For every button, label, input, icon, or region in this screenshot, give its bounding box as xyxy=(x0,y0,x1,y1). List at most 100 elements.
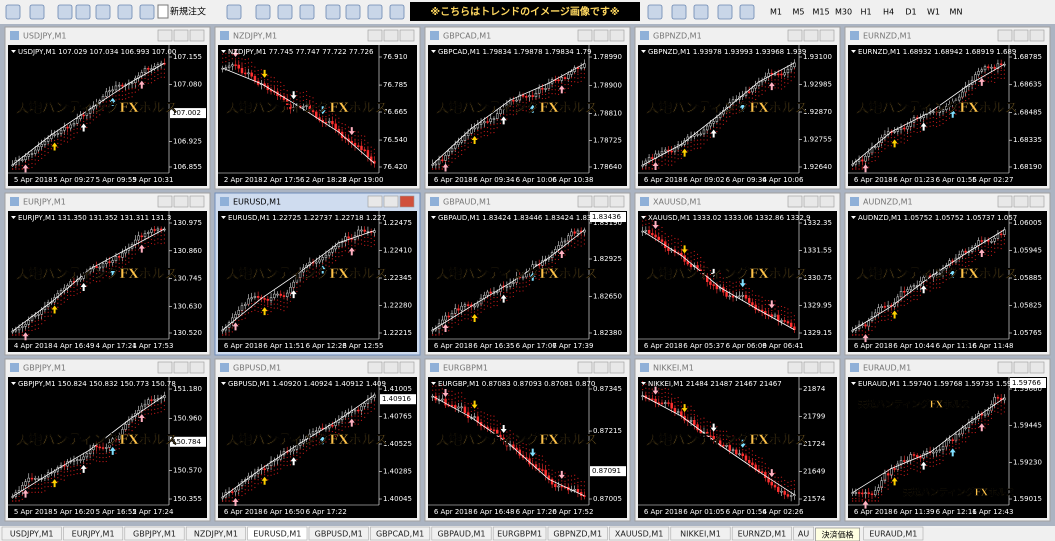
window-button[interactable] xyxy=(1013,29,1029,42)
tab[interactable] xyxy=(63,526,124,541)
toolbar-icon[interactable] xyxy=(299,4,315,20)
tab-label[interactable]: GBPCAD,M1 xyxy=(376,530,424,539)
close-button[interactable] xyxy=(1029,195,1045,208)
window-button[interactable] xyxy=(367,361,383,374)
window-button[interactable] xyxy=(383,29,399,42)
window-button[interactable] xyxy=(997,361,1013,374)
tab-label[interactable]: NZDJPY,M1 xyxy=(194,530,238,539)
window-button[interactable] xyxy=(803,29,819,42)
toolbar-icon[interactable] xyxy=(57,4,73,20)
window-button[interactable] xyxy=(577,29,593,42)
tab[interactable] xyxy=(185,526,246,541)
window-button[interactable] xyxy=(157,29,173,42)
toolbar-icon[interactable] xyxy=(325,4,341,20)
window-button[interactable] xyxy=(593,361,609,374)
tab-label[interactable]: NIKKEI,M1 xyxy=(680,530,721,539)
timeframe-button[interactable]: H4 xyxy=(883,8,894,17)
window-button[interactable] xyxy=(367,29,383,42)
window-button[interactable] xyxy=(157,195,173,208)
tab-label[interactable]: GBPNZD,M1 xyxy=(553,530,602,539)
window-button[interactable] xyxy=(803,195,819,208)
tab[interactable] xyxy=(124,526,185,541)
tab-label[interactable]: EURJPY,M1 xyxy=(72,530,115,539)
tab-label[interactable]: GBPUSD,M1 xyxy=(315,530,363,539)
window-button[interactable] xyxy=(1013,361,1029,374)
close-button[interactable] xyxy=(399,195,415,208)
toolbar-icon[interactable] xyxy=(647,4,663,20)
window-button[interactable] xyxy=(157,361,173,374)
tab-label[interactable]: GBPAUD,M1 xyxy=(437,530,485,539)
window-button[interactable] xyxy=(593,29,609,42)
tab-label[interactable]: EURNZD,M1 xyxy=(738,530,787,539)
tab-label[interactable]: USDJPY,M1 xyxy=(10,530,54,539)
toolbar-icon[interactable] xyxy=(29,4,45,20)
close-button[interactable] xyxy=(819,361,835,374)
close-button[interactable] xyxy=(609,361,625,374)
timeframe-button[interactable]: MN xyxy=(950,8,963,17)
timeframe-button[interactable]: M15 xyxy=(812,8,829,17)
timeframe-button[interactable]: M30 xyxy=(835,8,852,17)
toolbar-icon[interactable] xyxy=(117,4,133,20)
window-button[interactable] xyxy=(383,361,399,374)
close-button[interactable] xyxy=(399,29,415,42)
window-button[interactable] xyxy=(803,361,819,374)
window-button[interactable] xyxy=(997,195,1013,208)
tab[interactable] xyxy=(863,526,924,541)
tab-label[interactable]: GBPJPY,M1 xyxy=(133,530,176,539)
toolbar-icon[interactable] xyxy=(277,4,293,20)
toolbar-icon[interactable] xyxy=(75,4,91,20)
toolbar-icon[interactable] xyxy=(255,4,271,20)
close-button[interactable] xyxy=(399,361,415,374)
tab-label[interactable]: EURGBPM1 xyxy=(497,530,542,539)
toolbar-icon[interactable] xyxy=(389,4,405,20)
tab[interactable] xyxy=(609,526,670,541)
close-button[interactable] xyxy=(189,195,205,208)
tab-label[interactable]: EURUSD,M1 xyxy=(253,530,301,539)
close-button[interactable] xyxy=(609,195,625,208)
timeframe-button[interactable]: M5 xyxy=(793,8,805,17)
tab[interactable] xyxy=(492,526,547,541)
tab-label[interactable]: XAUUSD,M1 xyxy=(615,530,663,539)
new-order-label[interactable]: 新規注文 xyxy=(170,6,206,18)
toolbar-icon[interactable] xyxy=(226,4,242,20)
toolbar-icon[interactable] xyxy=(5,4,21,20)
window-button[interactable] xyxy=(997,29,1013,42)
close-button[interactable] xyxy=(609,29,625,42)
close-button[interactable] xyxy=(1029,361,1045,374)
window-button[interactable] xyxy=(577,361,593,374)
tab[interactable] xyxy=(793,526,814,541)
toolbar-icon[interactable] xyxy=(717,4,733,20)
toolbar-icon[interactable] xyxy=(671,4,687,20)
window-button[interactable] xyxy=(173,29,189,42)
tab[interactable] xyxy=(670,526,731,541)
window-button[interactable] xyxy=(173,195,189,208)
timeframe-button[interactable]: M1 xyxy=(770,8,782,17)
window-button[interactable] xyxy=(787,361,803,374)
tab[interactable] xyxy=(247,526,308,541)
new-order-icon[interactable] xyxy=(157,4,169,19)
close-button[interactable] xyxy=(189,361,205,374)
toolbar-icon[interactable] xyxy=(139,4,155,20)
toolbar-icon[interactable] xyxy=(345,4,361,20)
tab[interactable] xyxy=(731,526,792,541)
tab[interactable] xyxy=(1,526,62,541)
close-button[interactable] xyxy=(189,29,205,42)
timeframe-button[interactable]: D1 xyxy=(905,8,916,17)
window-button[interactable] xyxy=(173,361,189,374)
toolbar-icon[interactable] xyxy=(693,4,709,20)
tab[interactable] xyxy=(308,526,369,541)
window-button[interactable] xyxy=(577,195,593,208)
window-button[interactable] xyxy=(1013,195,1029,208)
timeframe-button[interactable]: H1 xyxy=(860,8,871,17)
toolbar-icon[interactable] xyxy=(95,4,111,20)
close-button[interactable] xyxy=(1029,29,1045,42)
close-button[interactable] xyxy=(819,29,835,42)
toolbar-icon[interactable] xyxy=(367,4,383,20)
timeframe-button[interactable]: W1 xyxy=(927,8,940,17)
tab-label[interactable]: AU xyxy=(798,530,809,539)
window-button[interactable] xyxy=(787,195,803,208)
window-button[interactable] xyxy=(787,29,803,42)
window-button[interactable] xyxy=(383,195,399,208)
tab[interactable] xyxy=(547,526,608,541)
close-button[interactable] xyxy=(819,195,835,208)
